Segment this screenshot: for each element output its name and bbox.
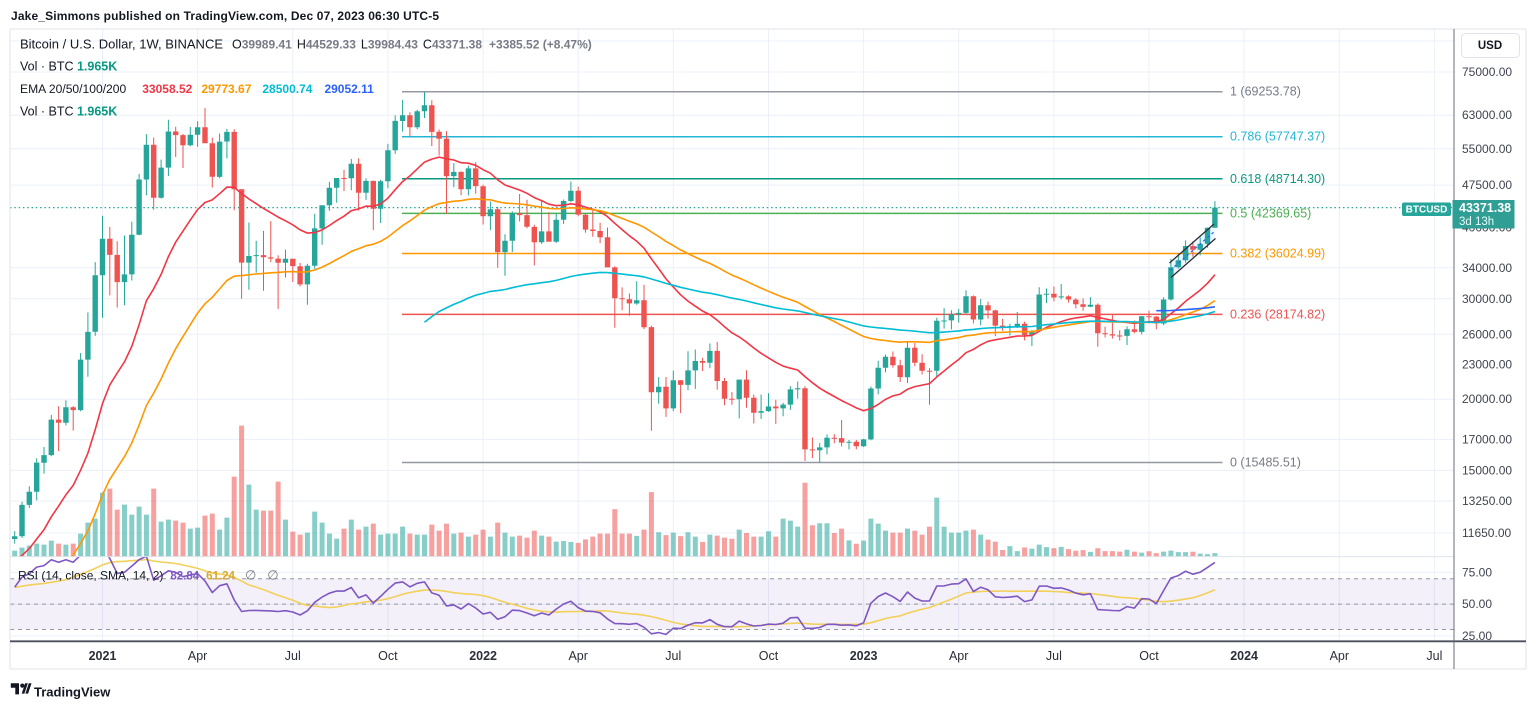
svg-text:Jul: Jul (1046, 649, 1062, 663)
svg-text:23000.00: 23000.00 (1462, 358, 1512, 372)
svg-text:75.00: 75.00 (1462, 565, 1492, 579)
svg-text:75000.00: 75000.00 (1462, 65, 1512, 79)
svg-text:55000.00: 55000.00 (1462, 142, 1512, 156)
svg-text:Vol · BTC 1.965K: Vol · BTC 1.965K (20, 105, 117, 119)
svg-text:USD: USD (1478, 40, 1502, 52)
svg-text:Jul: Jul (665, 649, 681, 663)
svg-text:47500.00: 47500.00 (1462, 178, 1512, 192)
svg-text:Apr: Apr (188, 649, 207, 663)
svg-text:0.236 (28174.82): 0.236 (28174.82) (1230, 307, 1325, 321)
svg-text:0.618 (48714.30): 0.618 (48714.30) (1230, 172, 1325, 186)
svg-text:17000.00: 17000.00 (1462, 432, 1512, 446)
svg-text:0 (15485.51): 0 (15485.51) (1230, 456, 1301, 470)
svg-text:RSI (14, close, SMA, 14, 2)82.: RSI (14, close, SMA, 14, 2) 82.84 61.24 ∅ ∅ (18, 568, 279, 583)
svg-text:Apr: Apr (949, 649, 968, 663)
svg-text:26000.00: 26000.00 (1462, 327, 1512, 341)
svg-text:3d 13h: 3d 13h (1459, 216, 1494, 228)
svg-text:Apr: Apr (1330, 649, 1349, 663)
svg-text:43371.38: 43371.38 (1459, 201, 1511, 215)
svg-text:63000.00: 63000.00 (1462, 108, 1512, 122)
svg-text:Oct: Oct (759, 649, 779, 663)
svg-text:2021: 2021 (89, 649, 117, 663)
svg-text:11650.00: 11650.00 (1462, 526, 1511, 540)
svg-text:50.00: 50.00 (1462, 597, 1492, 611)
svg-text:1 (69253.78): 1 (69253.78) (1230, 85, 1301, 99)
svg-text:30000.00: 30000.00 (1462, 292, 1512, 306)
svg-text:0.382 (36024.99): 0.382 (36024.99) (1230, 247, 1325, 261)
svg-text:20000.00: 20000.00 (1462, 392, 1512, 406)
svg-text:Oct: Oct (1139, 649, 1159, 663)
svg-text:Jake_Simmons published on Trad: Jake_Simmons published on TradingView.co… (11, 9, 439, 23)
svg-text:Apr: Apr (568, 649, 587, 663)
svg-text:Oct: Oct (378, 649, 398, 663)
svg-text:TradingView: TradingView (34, 685, 111, 700)
svg-text:0.5 (42369.65): 0.5 (42369.65) (1230, 206, 1311, 220)
svg-text:Vol · BTC 1.965K: Vol · BTC 1.965K (20, 60, 117, 74)
svg-text:Jul: Jul (285, 649, 301, 663)
svg-text:15000.00: 15000.00 (1462, 463, 1512, 477)
svg-text:Bitcoin / U.S. Dollar, 1W, BIN: Bitcoin / U.S. Dollar, 1W, BINANCE O39989… (20, 37, 592, 52)
svg-text:13250.00: 13250.00 (1462, 494, 1512, 508)
svg-text:2022: 2022 (469, 649, 497, 663)
svg-text:Jul: Jul (1426, 649, 1442, 663)
svg-text:BTCUSD: BTCUSD (1406, 205, 1448, 216)
svg-text:25.00: 25.00 (1462, 629, 1492, 643)
svg-text:34000.00: 34000.00 (1462, 261, 1512, 275)
svg-text:2024: 2024 (1230, 649, 1258, 663)
svg-text:2023: 2023 (850, 649, 878, 663)
svg-text:0.786 (57747.37): 0.786 (57747.37) (1230, 130, 1325, 144)
